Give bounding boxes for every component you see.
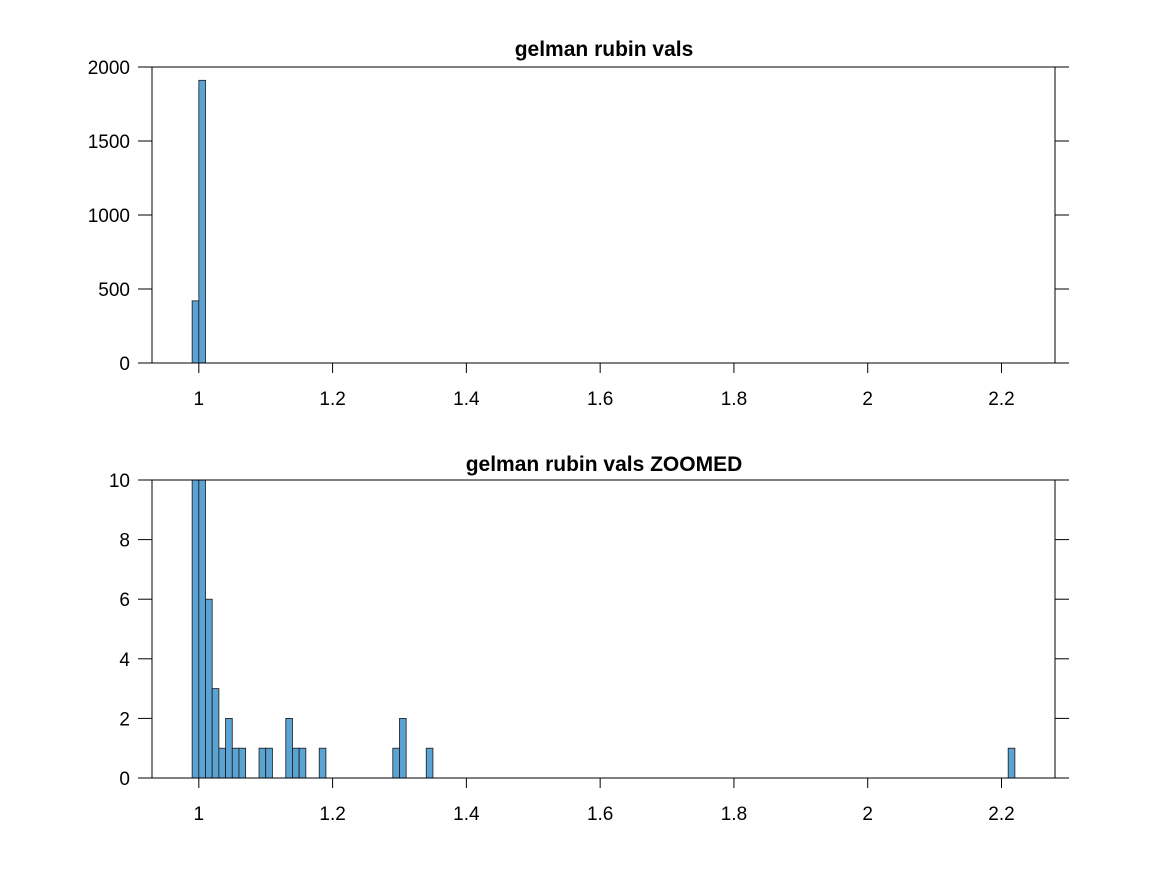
x-tick-label: 1.8 <box>721 389 747 410</box>
x-tick-label: 1 <box>194 804 205 825</box>
x-tick-label: 1.6 <box>587 389 613 410</box>
chart-title-bottom: gelman rubin vals ZOOMED <box>466 453 743 476</box>
y-tick-label: 10 <box>109 471 130 492</box>
bars-bottom <box>191 479 1016 779</box>
x-tick-label: 2.2 <box>988 389 1014 410</box>
histogram-bar <box>265 747 273 779</box>
axes-box-top <box>151 66 1056 364</box>
x-axis-bottom: 1 1.2 1.4 1.6 1.8 2 2.2 <box>194 778 1015 825</box>
y-tick-label: 2000 <box>88 58 130 79</box>
histogram-bar <box>399 718 407 779</box>
histogram-panel-top: gelman rubin vals 1 1.2 1.4 1.6 1.8 2 2.2 0 500… <box>88 38 1069 410</box>
y-tick-label: 500 <box>98 280 130 301</box>
histogram-bar <box>292 747 300 779</box>
x-tick-label: 1.2 <box>319 804 345 825</box>
y-tick-label: 1500 <box>88 132 130 153</box>
histogram-panel-bottom: gelman rubin vals ZOOMED 1 1.2 1.4 1.6 1.8 2 2… <box>109 453 1069 825</box>
histogram-bar <box>198 79 206 364</box>
x-tick-label: 1.6 <box>587 804 613 825</box>
x-tick-label: 2 <box>862 389 873 410</box>
y-tick-label: 0 <box>119 769 130 790</box>
histogram-bar <box>298 747 307 779</box>
y-tick-label: 0 <box>119 354 130 375</box>
histogram-bar <box>238 747 247 779</box>
histogram-bar <box>205 598 213 779</box>
y-axis-top: 0 500 1000 1500 2000 <box>88 58 1069 375</box>
histogram-bar <box>318 747 327 779</box>
histogram-bar <box>191 479 200 779</box>
y-tick-label: 8 <box>119 531 130 552</box>
x-tick-label: 2 <box>862 804 873 825</box>
x-tick-label: 1 <box>194 389 205 410</box>
histogram-bar <box>392 747 400 779</box>
histogram-bar <box>211 688 220 779</box>
histogram-bar <box>258 747 267 779</box>
histogram-bar <box>1007 747 1016 779</box>
x-tick-label: 1.2 <box>319 389 345 410</box>
axes-box-bottom <box>151 479 1056 779</box>
histogram-bar <box>198 479 206 779</box>
y-axis-bottom: 0 2 4 6 8 10 <box>109 471 1069 790</box>
histogram-bar <box>425 747 434 779</box>
histogram-bar <box>218 747 226 779</box>
y-tick-label: 1000 <box>88 206 130 227</box>
chart-title-top: gelman rubin vals <box>515 38 694 61</box>
y-tick-label: 4 <box>119 650 130 671</box>
histogram-bar <box>191 300 200 364</box>
x-tick-label: 2.2 <box>988 804 1014 825</box>
x-axis-top: 1 1.2 1.4 1.6 1.8 2 2.2 <box>194 363 1015 410</box>
histogram-bar <box>285 718 293 779</box>
y-tick-label: 6 <box>119 590 130 611</box>
x-tick-label: 1.4 <box>453 804 480 825</box>
histogram-bar <box>225 718 233 779</box>
histogram-bar <box>231 747 240 779</box>
x-tick-label: 1.8 <box>721 804 747 825</box>
x-tick-label: 1.4 <box>453 389 480 410</box>
y-tick-label: 2 <box>119 709 130 730</box>
